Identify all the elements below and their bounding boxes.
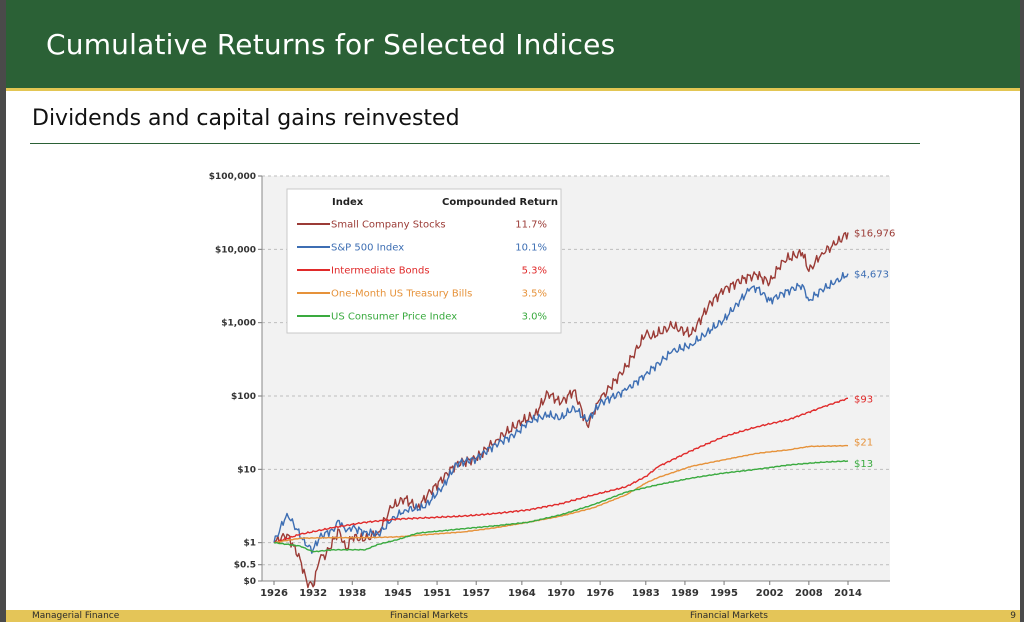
legend-entry-name-4: US Consumer Price Index [331, 312, 457, 323]
slide-footer: Managerial Finance Financial Markets Fin… [6, 610, 1020, 622]
y-tick-label: $1 [243, 539, 256, 549]
legend: Index Compounded Return Small Company Stoc… [286, 188, 562, 334]
y-tick-label: $100 [231, 392, 256, 402]
series-line-3 [273, 444, 849, 544]
x-tick-label: 2008 [795, 588, 823, 599]
x-tick-label: 1970 [547, 588, 575, 599]
legend-entry-name-3: One-Month US Treasury Bills [331, 289, 472, 300]
slide-header: Cumulative Returns for Selected Indices [6, 0, 1020, 91]
footer-section: Financial Markets [390, 611, 468, 621]
y-tick-label: $0.5 [234, 561, 256, 571]
series-lines [273, 231, 849, 589]
x-tick-label: 1995 [710, 588, 738, 599]
footer-course: Managerial Finance [32, 611, 120, 621]
series-line-0 [273, 231, 849, 589]
y-tick-label: $1,000 [221, 319, 256, 329]
y-tick-label: $10,000 [215, 245, 256, 255]
footer-topic: Financial Markets [690, 611, 768, 621]
legend-entry-return-1: 10.1% [515, 243, 547, 254]
legend-header-index: Index [332, 197, 364, 208]
end-label-3: $21 [854, 438, 873, 449]
x-tick-label: 1976 [586, 588, 614, 599]
legend-entry-name-0: Small Company Stocks [331, 220, 446, 231]
end-label-0: $16,976 [854, 228, 895, 239]
x-tick-label: 2014 [834, 588, 862, 599]
left-window-edge [0, 0, 6, 622]
subtitle-divider [30, 143, 920, 144]
x-tick-label: 1932 [299, 588, 327, 599]
legend-entry-name-2: Intermediate Bonds [331, 266, 430, 277]
legend-box [286, 188, 562, 334]
legend-entry-return-0: 11.7% [515, 220, 547, 231]
cumulative-returns-chart: $100,000 $10,000 $1,000 $100 $10 $1 $0.5 $0 192… [209, 172, 896, 599]
x-tick-label: 2002 [756, 588, 784, 599]
legend-entry-return-3: 3.5% [522, 289, 547, 300]
series-line-4 [273, 460, 849, 553]
right-window-edge [1020, 0, 1024, 622]
series-line-2 [273, 397, 848, 544]
y-tick-label: $0 [243, 577, 256, 587]
x-tick-label: 1964 [508, 588, 536, 599]
legend-header-return: Compounded Return [442, 197, 558, 208]
x-tick-label: 1926 [260, 588, 288, 599]
end-label-1: $4,673 [854, 270, 889, 281]
x-tick-label: 1957 [462, 588, 490, 599]
y-tick-label: $10 [237, 465, 256, 475]
end-label-2: $93 [854, 394, 873, 405]
end-labels: $16,976 $4,673 $93 $21 $13 [854, 228, 895, 469]
x-tick-label: 1983 [632, 588, 660, 599]
slide-title: Cumulative Returns for Selected Indices [46, 28, 616, 61]
end-label-4: $13 [854, 459, 873, 470]
legend-entry-return-4: 3.0% [522, 312, 547, 323]
legend-entry-return-2: 5.3% [522, 266, 547, 277]
x-tick-label: 1945 [384, 588, 412, 599]
y-axis: $100,000 $10,000 $1,000 $100 $10 $1 $0.5 $0 [209, 172, 263, 587]
y-tick-label: $100,000 [209, 172, 256, 182]
x-tick-label: 1951 [423, 588, 451, 599]
x-tick-label: 1938 [338, 588, 366, 599]
page-number: 9 [1010, 611, 1016, 621]
legend-entry-name-1: S&P 500 Index [331, 243, 404, 254]
x-axis: 1926 1932 1938 1945 1951 1957 1964 1970 1976 1983… [260, 580, 890, 599]
series-line-1 [273, 271, 849, 554]
slide-subtitle: Dividends and capital gains reinvested [32, 106, 460, 131]
x-tick-label: 1989 [671, 588, 699, 599]
